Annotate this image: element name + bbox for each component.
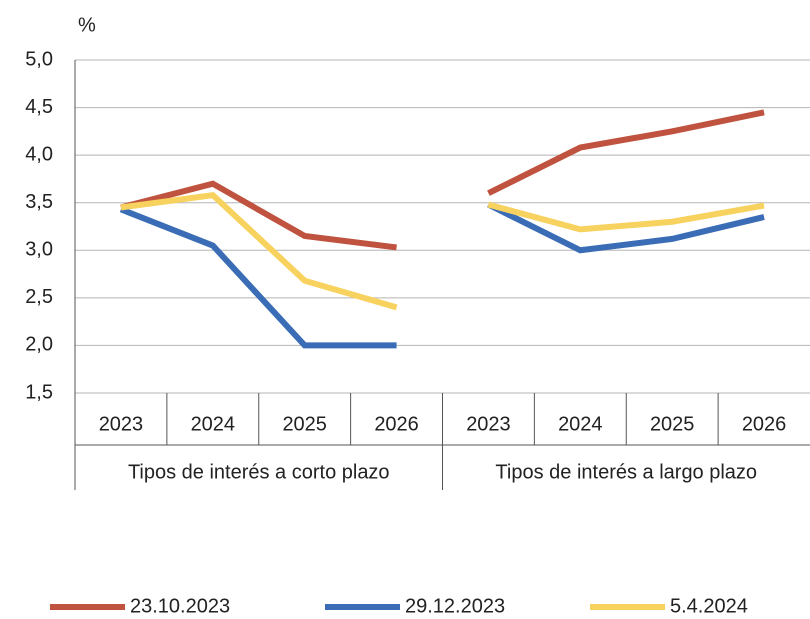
y-unit: % <box>78 14 96 36</box>
y-tick-label: 3,5 <box>25 191 53 213</box>
y-tick-label: 5,0 <box>25 48 53 70</box>
y-tick-label: 2,5 <box>25 286 53 308</box>
legend-label: 23.10.2023 <box>130 595 230 617</box>
x-tick-label: 2026 <box>374 413 419 435</box>
y-tick-label: 4,5 <box>25 96 53 118</box>
legend-label: 29.12.2023 <box>405 595 505 617</box>
y-tick-label: 2,0 <box>25 334 53 356</box>
y-tick-label: 3,0 <box>25 239 53 261</box>
group-label: Tipos de interés a corto plazo <box>128 461 390 483</box>
line <box>487 201 765 233</box>
x-tick-label: 2025 <box>282 413 327 435</box>
line <box>119 206 397 349</box>
x-tick-label: 2025 <box>650 413 695 435</box>
legend-label: 5.4.2024 <box>670 595 748 617</box>
y-tick-label: 4,0 <box>25 143 53 165</box>
line <box>487 201 765 254</box>
x-tick-label: 2026 <box>742 413 787 435</box>
x-tick-label: 2024 <box>558 413 603 435</box>
line <box>120 191 398 311</box>
group-label: Tipos de interés a largo plazo <box>495 461 757 483</box>
line <box>487 109 765 196</box>
x-tick-label: 2023 <box>466 413 511 435</box>
line <box>120 180 397 251</box>
y-tick-label: 1,5 <box>25 381 53 403</box>
x-tick-label: 2024 <box>191 413 236 435</box>
x-tick-label: 2023 <box>99 413 144 435</box>
